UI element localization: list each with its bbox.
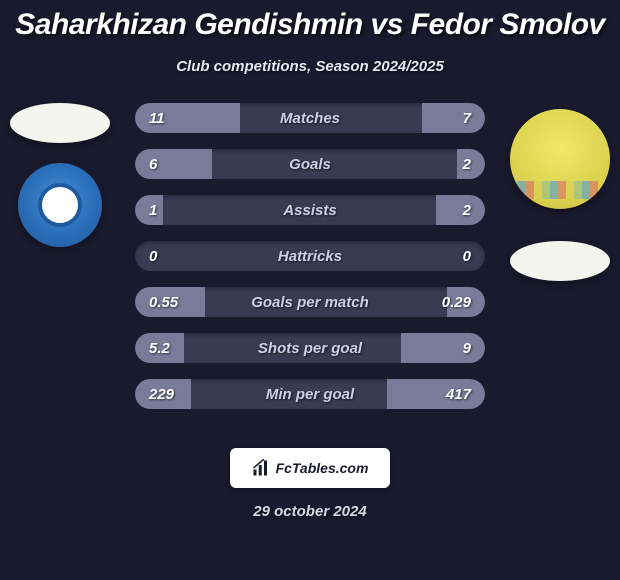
stat-value-right: 0.29: [442, 287, 471, 317]
club-badge-right-placeholder: [510, 241, 610, 281]
stat-label: Shots per goal: [135, 333, 485, 363]
stat-label: Goals per match: [135, 287, 485, 317]
brand-text: FcTables.com: [276, 460, 369, 476]
stat-row: 0.55Goals per match0.29: [135, 287, 485, 317]
stat-label: Matches: [135, 103, 485, 133]
stat-row: 6Goals2: [135, 149, 485, 179]
page-subtitle: Club competitions, Season 2024/2025: [0, 58, 620, 75]
stat-label: Hattricks: [135, 241, 485, 271]
stat-value-right: 9: [463, 333, 471, 363]
player-right-avatar: [510, 109, 610, 209]
club-badge-left: [18, 163, 102, 247]
stat-row: 11Matches7: [135, 103, 485, 133]
stat-label: Min per goal: [135, 379, 485, 409]
comparison-panel: 11Matches7 6Goals2 1Assists2 0Hattricks0 0.5…: [0, 103, 620, 433]
footer-date: 29 october 2024: [0, 503, 620, 520]
page-title: Saharkhizan Gendishmin vs Fedor Smolov: [0, 0, 620, 42]
stat-row: 1Assists2: [135, 195, 485, 225]
brand-badge[interactable]: FcTables.com: [230, 448, 390, 488]
stat-value-right: 2: [463, 195, 471, 225]
player-left-placeholder: [10, 103, 110, 143]
stat-value-right: 0: [463, 241, 471, 271]
stat-row: 5.2Shots per goal9: [135, 333, 485, 363]
stat-value-right: 2: [463, 149, 471, 179]
brand-chart-icon: [252, 459, 270, 477]
stat-row: 0Hattricks0: [135, 241, 485, 271]
stat-label: Goals: [135, 149, 485, 179]
stat-label: Assists: [135, 195, 485, 225]
stat-row: 229Min per goal417: [135, 379, 485, 409]
stat-value-right: 7: [463, 103, 471, 133]
stat-bars: 11Matches7 6Goals2 1Assists2 0Hattricks0 0.5…: [135, 103, 485, 425]
stat-value-right: 417: [446, 379, 471, 409]
